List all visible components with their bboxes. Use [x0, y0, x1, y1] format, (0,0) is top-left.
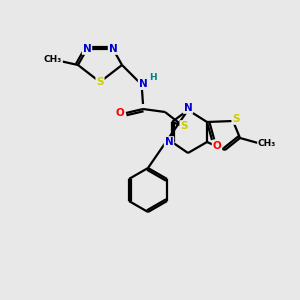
- Text: O: O: [213, 141, 221, 151]
- Text: S: S: [232, 114, 240, 124]
- Text: N: N: [165, 137, 173, 147]
- Text: N: N: [139, 79, 147, 89]
- Text: S: S: [180, 121, 188, 131]
- Text: N: N: [109, 44, 117, 54]
- Text: CH₃: CH₃: [258, 140, 276, 148]
- Text: N: N: [184, 103, 192, 113]
- Text: O: O: [116, 108, 124, 118]
- Text: H: H: [149, 73, 157, 82]
- Text: S: S: [96, 77, 104, 87]
- Text: N: N: [82, 44, 91, 54]
- Text: CH₃: CH₃: [44, 56, 62, 64]
